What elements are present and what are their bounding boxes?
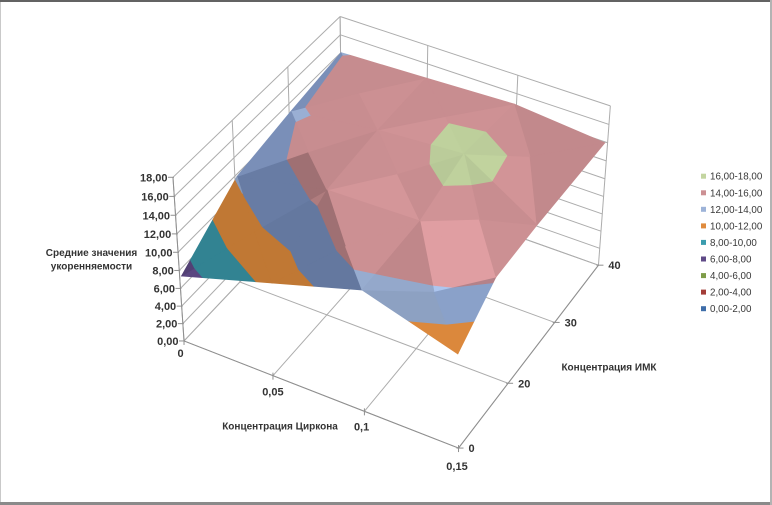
- svg-text:6,00-8,00: 6,00-8,00: [710, 255, 752, 266]
- svg-text:0: 0: [177, 348, 183, 360]
- svg-text:0,15: 0,15: [446, 461, 467, 473]
- svg-text:12,00: 12,00: [144, 229, 172, 241]
- svg-text:8,00-10,00: 8,00-10,00: [710, 238, 757, 249]
- svg-text:20: 20: [518, 378, 530, 390]
- svg-text:14,00: 14,00: [142, 210, 170, 222]
- svg-text:0,05: 0,05: [262, 387, 283, 399]
- svg-text:2,00-4,00: 2,00-4,00: [710, 288, 752, 299]
- svg-text:40: 40: [608, 260, 620, 272]
- svg-text:16,00-18,00: 16,00-18,00: [710, 172, 763, 183]
- svg-text:14,00-16,00: 14,00-16,00: [710, 188, 763, 199]
- svg-text:0: 0: [469, 443, 475, 455]
- svg-text:0,00-2,00: 0,00-2,00: [710, 304, 752, 315]
- svg-text:Средние значения: Средние значения: [46, 248, 138, 259]
- svg-text:30: 30: [565, 317, 577, 329]
- svg-text:0,00: 0,00: [157, 336, 178, 348]
- svg-text:4,00-6,00: 4,00-6,00: [710, 271, 752, 282]
- svg-text:2,00: 2,00: [156, 319, 177, 331]
- svg-text:18,00: 18,00: [140, 172, 168, 184]
- svg-text:10,00-12,00: 10,00-12,00: [710, 221, 763, 232]
- svg-text:Концентрация ИМК: Концентрация ИМК: [561, 363, 657, 374]
- svg-text:6,00: 6,00: [154, 283, 175, 295]
- svg-text:Концентрация Циркона: Концентрация Циркона: [222, 422, 338, 433]
- svg-text:8,00: 8,00: [152, 265, 173, 277]
- svg-text:12,00-14,00: 12,00-14,00: [710, 205, 763, 216]
- svg-text:укоренняемости: укоренняемости: [51, 262, 132, 273]
- svg-text:10,00: 10,00: [145, 247, 173, 259]
- svg-text:16,00: 16,00: [141, 191, 169, 203]
- svg-text:4,00: 4,00: [155, 301, 176, 313]
- svg-text:0,1: 0,1: [354, 421, 369, 433]
